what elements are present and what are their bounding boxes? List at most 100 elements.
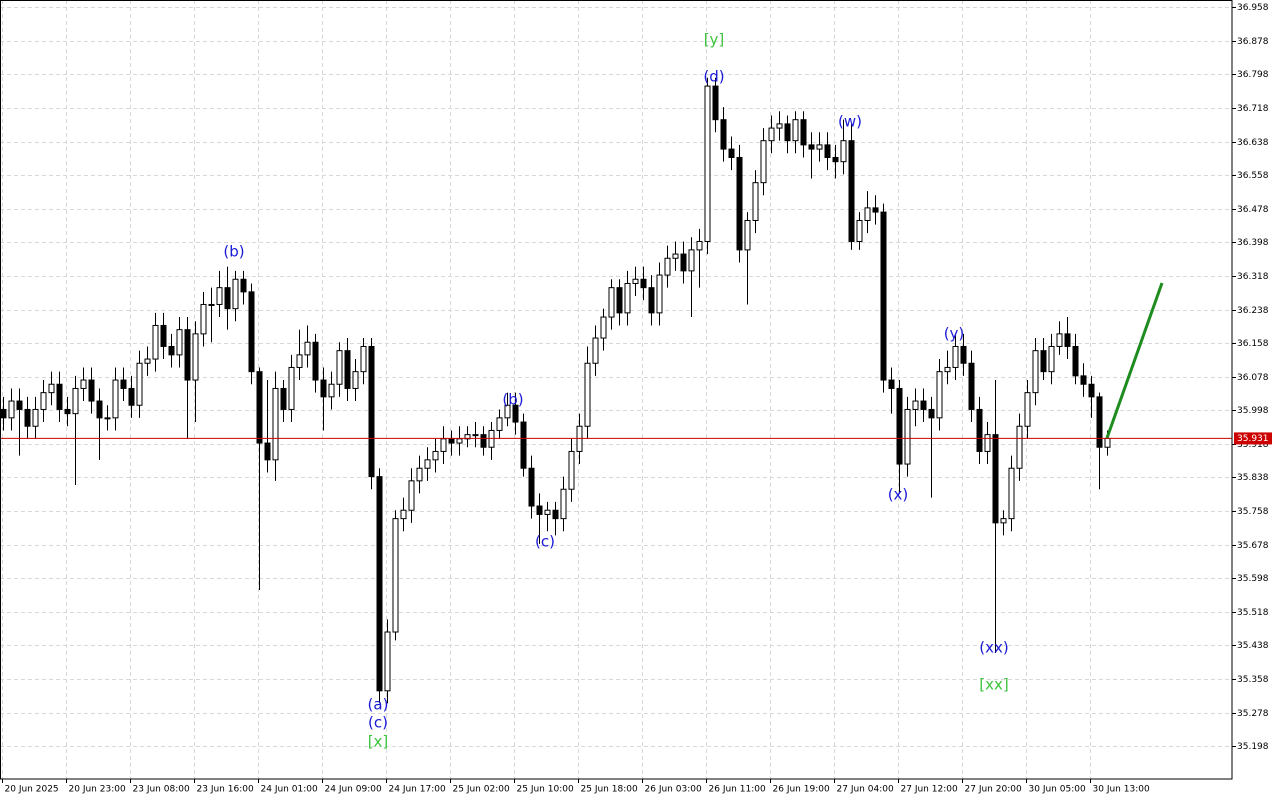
candle-body [552, 509, 559, 520]
candle-body [192, 333, 199, 381]
candle-body [1096, 396, 1103, 448]
candle-body [1088, 383, 1095, 398]
candle-body [656, 274, 663, 314]
x-tick-label: 23 Jun 08:00 [133, 785, 190, 795]
x-tick-label: 27 Jun 12:00 [901, 785, 958, 795]
candle-body [424, 459, 431, 469]
candle-body [912, 400, 919, 410]
candle-body [248, 291, 255, 373]
candle-body [480, 434, 487, 448]
candle-body [328, 383, 335, 398]
y-tick-label: 35.598 [1237, 574, 1269, 584]
candle-body [792, 119, 799, 142]
candle-body [408, 480, 415, 511]
x-tick-label: 27 Jun 04:00 [837, 785, 894, 795]
wave-label: (c) [368, 714, 388, 732]
y-tick-label: 35.278 [1237, 709, 1269, 719]
candle-body [776, 123, 783, 129]
wave-label: (a) [368, 696, 389, 714]
candle-body [616, 287, 623, 314]
candle-body [1040, 350, 1047, 373]
y-tick-label: 35.918 [1237, 440, 1269, 450]
wave-label: (y) [944, 325, 965, 343]
candle-body [880, 211, 887, 381]
x-tick-label: 25 Jun 10:00 [517, 785, 574, 795]
x-tick-label: 26 Jun 11:00 [709, 785, 766, 795]
candle-body [536, 505, 543, 515]
x-tick-label: 26 Jun 03:00 [645, 785, 702, 795]
x-tick-label: 20 Jun 23:00 [69, 785, 126, 795]
wave-label: (c) [535, 533, 555, 551]
y-tick-label: 36.158 [1237, 339, 1269, 349]
candle-body [456, 438, 463, 444]
candle-body [128, 387, 135, 406]
candle-body [664, 257, 671, 276]
candle-body [1016, 425, 1023, 469]
candle-body [72, 387, 79, 415]
candle-body [272, 387, 279, 461]
x-tick-label: 25 Jun 02:00 [453, 785, 510, 795]
y-tick-label: 35.198 [1237, 742, 1269, 752]
candle-body [160, 324, 167, 347]
y-tick-label: 36.798 [1237, 70, 1269, 80]
candle-body [960, 345, 967, 364]
candle-body [904, 408, 911, 465]
y-tick-label: 36.958 [1237, 3, 1269, 13]
candle-body [40, 392, 47, 410]
x-tick-label: 27 Jun 20:00 [965, 785, 1022, 795]
plot-frame [0, 0, 1233, 780]
candle-body [232, 278, 239, 310]
candle-body [256, 371, 263, 444]
wave-label: [xx] [979, 676, 1008, 694]
candle-body [1064, 333, 1071, 347]
candle-body [568, 450, 575, 490]
x-tick-label: 24 Jun 09:00 [325, 785, 382, 795]
y-tick-label: 36.318 [1237, 272, 1269, 282]
candle-body [96, 400, 103, 419]
candle-body [936, 371, 943, 419]
candle-body [1032, 350, 1039, 394]
y-tick-label: 36.718 [1237, 104, 1269, 114]
wave-label: (w) [838, 113, 862, 131]
candle-body [240, 278, 247, 293]
candle-body [304, 341, 311, 356]
y-tick-label: 36.398 [1237, 238, 1269, 248]
y-tick-label: 36.238 [1237, 306, 1269, 316]
candle-body [136, 362, 143, 406]
candle-body [1104, 437, 1111, 448]
candle-body [352, 371, 359, 389]
candle-body [368, 345, 375, 478]
candle-body [824, 144, 831, 158]
candle-body [760, 140, 767, 184]
x-tick-label: 20 Jun 2025 [5, 785, 59, 795]
y-tick-label: 36.078 [1237, 373, 1269, 383]
candle-body [512, 404, 519, 423]
candle-body [224, 287, 231, 310]
candle-body [720, 119, 727, 150]
wave-label: (xx) [979, 639, 1008, 657]
candle-body [944, 366, 951, 373]
x-tick-label: 24 Jun 17:00 [389, 785, 446, 795]
candle-body [80, 379, 87, 389]
candle-body [1056, 333, 1063, 347]
wave-label: [x] [368, 733, 389, 751]
candle-body [376, 476, 383, 692]
candle-body [712, 85, 719, 121]
candle-body [496, 417, 503, 431]
y-tick-label: 35.518 [1237, 608, 1269, 618]
candle-body [1008, 467, 1015, 520]
candle-body [184, 329, 191, 381]
candle-body [144, 358, 151, 364]
candle-body [336, 350, 343, 385]
x-tick-label: 25 Jun 18:00 [581, 785, 638, 795]
candle-body [216, 287, 223, 305]
candle-body [400, 509, 407, 520]
y-tick-label: 36.638 [1237, 138, 1269, 148]
candle-body [928, 408, 935, 419]
candle-body [704, 85, 711, 242]
candle-body [952, 345, 959, 368]
y-tick-label: 36.478 [1237, 205, 1269, 215]
x-tick-label: 30 Jun 05:00 [1029, 785, 1086, 795]
wave-label: (b) [223, 243, 244, 261]
